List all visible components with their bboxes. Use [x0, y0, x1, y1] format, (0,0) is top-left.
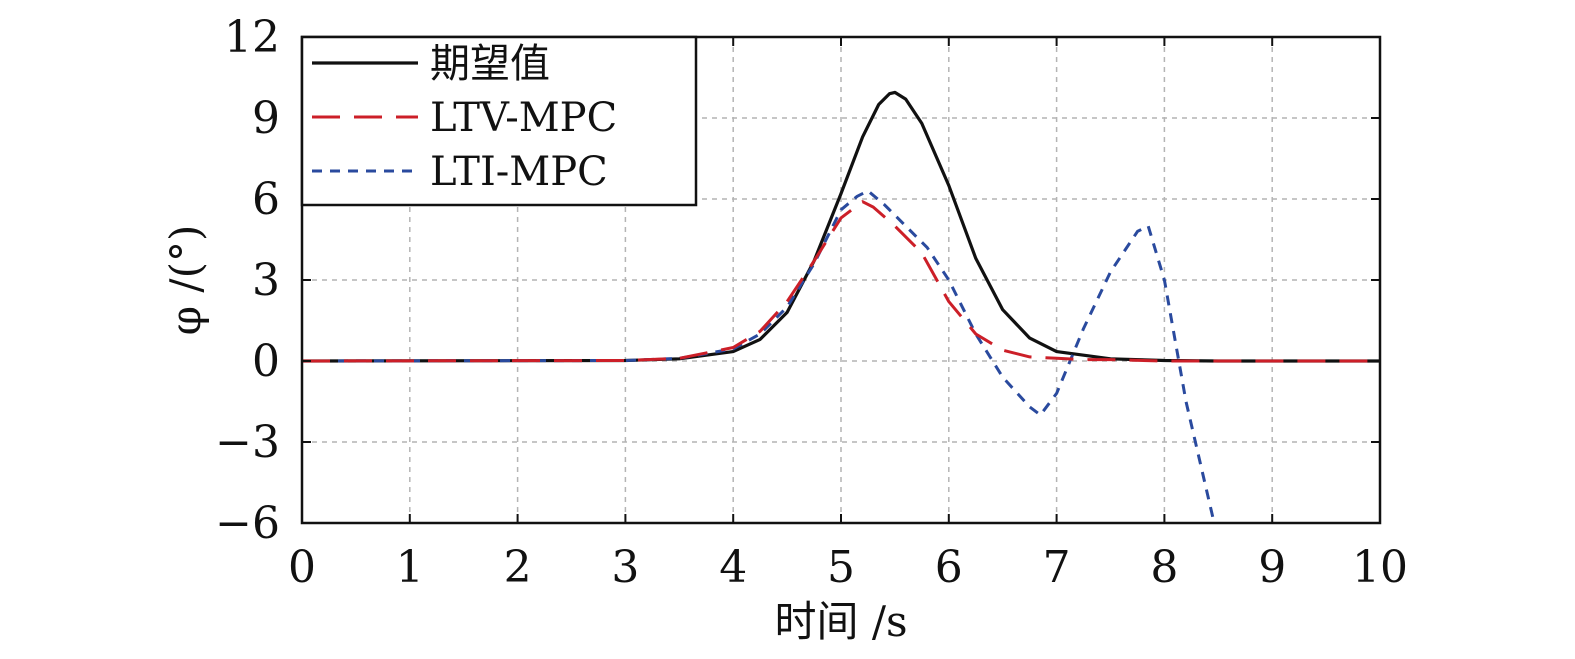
y-tick-label: 9	[252, 93, 280, 144]
x-tick-label: 2	[504, 542, 532, 593]
x-tick-label: 0	[288, 542, 316, 593]
series-line-期望值	[302, 90, 1380, 363]
legend-label: LTI-MPC	[430, 149, 608, 195]
legend-label: LTV-MPC	[430, 95, 617, 141]
y-axis-title: φ /(°)	[161, 225, 210, 336]
y-tick-label: 12	[224, 12, 280, 63]
legend: 期望值 LTV-MPC LTI-MPC	[300, 35, 698, 207]
legend-box	[300, 35, 698, 207]
series-layer	[302, 90, 1380, 518]
x-tick-label: 4	[719, 542, 747, 593]
y-tick-label: −6	[215, 498, 280, 549]
series-line-LTV-MPC	[302, 200, 1380, 363]
x-tick-label: 1	[396, 542, 424, 593]
x-tick-label: 10	[1352, 542, 1408, 593]
y-tick-label: 6	[252, 174, 280, 225]
legend-label: 期望值	[430, 41, 550, 87]
y-tick-label: −3	[215, 417, 280, 468]
y-tick-label: 3	[252, 255, 280, 306]
x-tick-label: 6	[935, 542, 963, 593]
x-axis-title: 时间 /s	[774, 597, 907, 646]
series-line-LTI-MPC	[302, 189, 1215, 518]
x-tick-label: 9	[1258, 542, 1286, 593]
x-tick-label: 3	[611, 542, 639, 593]
x-tick-label: 8	[1150, 542, 1178, 593]
x-tick-label: 7	[1043, 542, 1071, 593]
x-tick-label: 5	[827, 542, 855, 593]
y-tick-label: 0	[252, 336, 280, 387]
